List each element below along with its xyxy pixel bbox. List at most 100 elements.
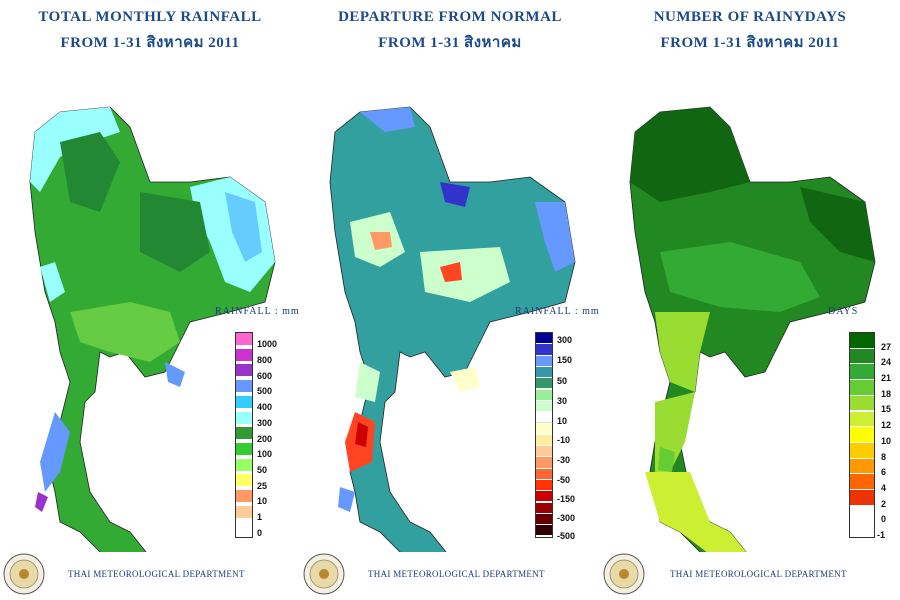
thailand-rainfall-map [29,106,276,552]
legend-label: 21 [881,373,892,383]
legend-swatch [536,457,552,469]
departure-zone-north [360,107,415,132]
legend-label: -1 [877,530,886,540]
legend-label: 8 [881,452,887,462]
legend-swatch [536,502,552,514]
legend-label: -30 [557,455,571,465]
legend-swatch [850,505,874,537]
departure-zone-central-light [420,247,510,302]
legend-swatch [236,442,252,456]
legend-swatch [536,389,552,401]
legend-label: 800 [257,355,273,365]
legend-swatch [236,490,252,503]
legend-label: 1000 [257,339,278,349]
rain-zone-northeast [225,192,262,262]
legend-label: 24 [881,357,892,367]
legend-swatch [536,446,552,458]
legend-label: 200 [257,434,273,444]
scale-title: RAINFALL : mm [215,306,300,317]
legend-swatch [850,411,874,428]
rainydays-zone-north [630,107,750,202]
scale-title: DAYS [828,306,859,317]
legend-swatch [536,378,552,390]
legend-swatch [850,380,874,396]
rain-zone-southwest [40,412,70,492]
legend-label: 12 [881,420,892,430]
departure-zone-southeast [450,367,480,392]
legend-label: 400 [257,402,273,412]
panel-total-rainfall: TOTAL MONTHLY RAINFALL FROM 1-31 สิงหาคม… [0,0,300,600]
legend-swatch [536,479,552,492]
legend-label: 2 [881,499,887,509]
legend-swatch [536,333,552,345]
rainydays-zone-west [655,312,710,392]
footer-credit: THAI METEOROLOGICAL DEPARTMENT [670,569,847,579]
legend-label: -300 [557,513,576,523]
legend-swatch [236,411,252,425]
legend-swatch [850,364,874,381]
legend-swatch [536,412,552,424]
legend-label: 18 [881,389,892,399]
rain-zone-southeast [165,362,185,387]
legend-swatch [850,490,874,506]
legend-label: 10 [881,436,892,446]
panel-subtitle: FROM 1-31 สิงหาคม 2011 [60,35,240,51]
legend-swatch [850,395,874,412]
thailand-rainydays-map [629,106,876,552]
legend-label: 600 [257,371,273,381]
rain-zone-northwest [60,132,120,212]
departure-zone-south-light [355,362,380,402]
legend-label: -50 [557,475,571,485]
footer-credit: THAI METEOROLOGICAL DEPARTMENT [368,569,545,579]
legend-label: 300 [257,418,273,428]
legend-label: 10 [557,416,568,426]
legend [849,332,875,538]
legend [235,332,253,538]
departure-zone-west-dry [370,232,392,250]
departure-zone-central-dry [440,262,462,282]
legend-swatch [850,427,874,443]
rainydays-zone-central [660,242,820,312]
legend-swatch [850,458,874,475]
thailand-departure-map [329,106,576,552]
legend-swatch [536,434,552,446]
panel-rainy-days: NUMBER OF RAINYDAYS FROM 1-31 สิงหาคม 20… [600,0,900,600]
departure-zone-northeast [440,182,470,207]
legend-label: 100 [257,449,273,459]
panel-departure-from-normal: DEPARTURE FROM NORMAL FROM 1-31 สิงหาคม … [300,0,600,600]
rainydays-zone-northeast [800,187,875,262]
legend-swatch [236,380,252,394]
departure-zone-east [535,202,575,272]
legend-swatch [236,427,252,441]
legend-swatch [236,505,252,519]
panel-title: DEPARTURE FROM NORMAL [338,9,562,25]
legend-label: 50 [257,465,268,475]
rain-zone-northeast-2 [140,192,210,272]
legend-label: 150 [557,355,573,365]
rainydays-zone-south-west [658,447,675,472]
legend-swatch [236,348,252,362]
panel-subtitle: FROM 1-31 สิงหาคม 2011 [660,35,840,51]
legend-swatch [850,474,874,490]
legend-label: 6 [881,467,887,477]
legend-label: 15 [881,404,892,414]
legend-swatch [850,333,874,349]
legend [535,332,553,538]
legend-swatch [236,395,252,409]
legend-swatch [536,366,552,379]
legend-label: 500 [257,386,273,396]
legend-label: 0 [881,514,887,524]
legend-swatch [536,355,552,367]
legend-swatch [536,525,552,537]
legend-swatch [536,468,552,480]
panel-subtitle: FROM 1-31 สิงหาคม [378,35,522,51]
legend-label: 50 [557,376,568,386]
legend-swatch [236,474,252,488]
departure-zone-southwest-very-dry [355,422,368,447]
departure-zone-south-wet [338,487,355,512]
legend-label: 25 [257,481,268,491]
legend-swatch [536,491,552,503]
panel-title: NUMBER OF RAINYDAYS [653,9,847,25]
legend-swatch [536,400,552,413]
legend-label: 4 [881,483,887,493]
